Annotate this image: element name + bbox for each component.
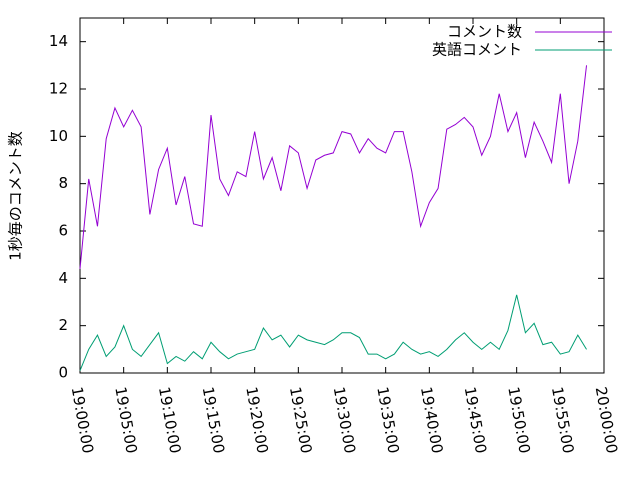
x-tick-label: 19:05:00 <box>111 385 140 454</box>
y-tick-label: 6 <box>58 222 68 240</box>
y-tick-label: 2 <box>58 316 68 334</box>
x-tick-label: 19:25:00 <box>286 385 315 454</box>
plot-frame <box>79 17 605 374</box>
legend-label: 英語コメント <box>432 41 522 59</box>
y-tick-label: 4 <box>58 269 68 287</box>
x-tick-label: 19:35:00 <box>373 385 402 454</box>
y-tick-label: 12 <box>49 80 68 98</box>
x-tick-label: 19:20:00 <box>242 385 271 454</box>
series-line <box>79 65 588 269</box>
x-tick-label: 19:40:00 <box>417 385 446 454</box>
x-tick-label: 19:10:00 <box>155 385 184 454</box>
y-axis-label: 1秒毎のコメント数 <box>7 131 25 261</box>
series-line <box>79 294 587 371</box>
y-tick-label: 10 <box>49 127 68 145</box>
y-tick-label: 0 <box>58 364 68 382</box>
x-tick-label: 19:55:00 <box>548 385 577 454</box>
x-tick-label: 19:50:00 <box>504 385 533 454</box>
y-tick-label: 8 <box>58 174 68 192</box>
x-tick-label: 20:00:00 <box>592 385 621 454</box>
legend-label: コメント数 <box>447 23 522 41</box>
y-tick-label: 14 <box>49 32 68 50</box>
x-tick-label: 19:15:00 <box>199 385 228 454</box>
x-tick-label: 19:00:00 <box>68 385 97 454</box>
x-tick-label: 19:45:00 <box>461 385 490 454</box>
x-tick-label: 19:30:00 <box>330 385 359 454</box>
